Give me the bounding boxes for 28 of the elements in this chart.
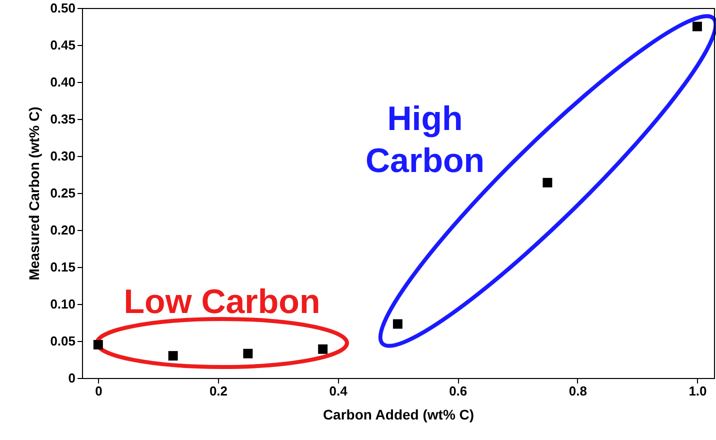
y-tick-label: 0.35 [50, 112, 76, 126]
x-tick-label: 0.6 [449, 384, 468, 398]
point [168, 351, 178, 361]
point [93, 340, 103, 350]
y-tick-label: 0.30 [50, 148, 76, 164]
y-tick-label: 0.50 [50, 0, 76, 16]
y-tick-label: 0.40 [50, 74, 76, 90]
point [392, 319, 402, 329]
point [318, 344, 328, 354]
y-tick-label: 0.15 [50, 260, 76, 274]
y-tick-label: 0.05 [50, 334, 76, 348]
annotation: High Carbon [366, 100, 484, 180]
x-axis-title: Carbon Added (wt% C) [322, 406, 474, 422]
point [243, 348, 253, 358]
point [542, 178, 552, 188]
y-tick-label: 0.10 [50, 296, 76, 312]
point [692, 22, 702, 32]
x-tick-label: 0.8 [568, 384, 587, 398]
y-tick-label: 0 [68, 370, 76, 386]
y-tick-label: 0.25 [50, 186, 76, 200]
y-tick-label: 0.45 [50, 38, 76, 52]
x-tick-label: 1.0 [688, 384, 707, 398]
y-tick-label: 0.20 [50, 222, 76, 238]
x-tick-label: 0 [95, 384, 102, 398]
y-axis-title: Measured Carbon (wt% C) [26, 106, 42, 280]
annotation: Low Carbon [124, 283, 320, 321]
x-tick-label: 0.4 [329, 384, 348, 398]
x-tick-label: 0.2 [209, 384, 228, 398]
